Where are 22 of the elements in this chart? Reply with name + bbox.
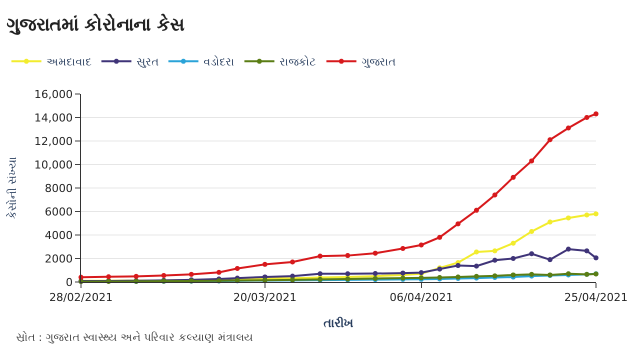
x-tick-label: 28/02/2021 bbox=[49, 291, 113, 304]
x-tick-label: 06/04/2021 bbox=[390, 291, 453, 304]
y-tick-label: 4000 bbox=[44, 228, 73, 242]
y-tick-label: 16,000 bbox=[34, 88, 73, 101]
y-tick-label: 14,000 bbox=[34, 111, 73, 124]
legend-label: ગુજરાત bbox=[361, 56, 396, 69]
x-axis-title: તારીખ bbox=[324, 315, 354, 330]
y-tick-label: 0 bbox=[66, 276, 73, 289]
y-tick-label: 10,000 bbox=[34, 158, 73, 172]
legend-label: રાજકોટ bbox=[279, 56, 316, 69]
legend-label: વડોદરા bbox=[203, 56, 234, 69]
y-axis-title: કેસોની સંખ્યા bbox=[6, 156, 19, 220]
x-tick-label: 25/04/2021 bbox=[564, 291, 628, 304]
legend-label: અમદાવાદ bbox=[46, 56, 92, 69]
chart-title: ગુજરાતમાં કોરોનાના કેસ bbox=[6, 14, 185, 36]
y-tick-label: 8000 bbox=[44, 182, 73, 195]
y-tick-label: 12,000 bbox=[34, 134, 73, 148]
legend-label: સુરત bbox=[136, 56, 158, 69]
x-tick-label: 20/03/2021 bbox=[233, 291, 297, 304]
text: સ્રોત : ગુજરાત સ્વાસ્થ્ય અને પરિવાર કલ્યાણ મંત્રાલય bbox=[16, 331, 254, 344]
y-tick-label: 6000 bbox=[44, 205, 73, 218]
y-tick-label: 2000 bbox=[44, 252, 73, 266]
